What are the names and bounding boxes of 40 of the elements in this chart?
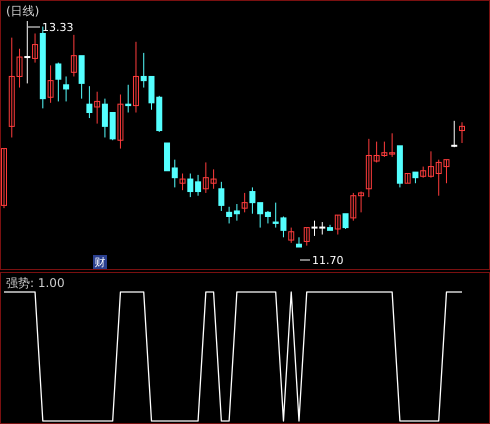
candlestick xyxy=(117,94,124,150)
candlestick xyxy=(172,159,178,188)
candlestick xyxy=(218,181,224,212)
candlestick xyxy=(234,204,240,222)
candlestick xyxy=(451,120,458,148)
chart-title: 强势: 1.00 xyxy=(6,276,65,290)
candlestick xyxy=(312,220,318,236)
candlestick xyxy=(48,64,54,104)
candlestick xyxy=(94,91,100,124)
candlestick xyxy=(32,32,38,64)
candlestick xyxy=(319,222,326,236)
candlestick xyxy=(264,210,271,224)
text: 11.70 xyxy=(312,254,344,267)
chart-title: (日线) xyxy=(6,4,40,18)
candlestick xyxy=(304,227,310,246)
candlestick xyxy=(180,173,186,191)
candlestick xyxy=(334,214,341,236)
candlestick xyxy=(288,227,294,244)
candlestick xyxy=(63,76,70,102)
candlestick xyxy=(242,192,248,213)
annotation: 13.33 xyxy=(42,21,74,34)
candlestick xyxy=(125,84,132,114)
candlestick xyxy=(55,62,62,102)
candlestick xyxy=(140,52,147,88)
candlestick xyxy=(1,148,7,209)
candlestick xyxy=(272,202,279,228)
candlestick xyxy=(412,172,418,184)
candlestick xyxy=(86,86,92,119)
candlestick xyxy=(132,41,139,114)
text: 财 xyxy=(94,256,106,269)
candlestick xyxy=(24,20,30,84)
candlestick xyxy=(459,122,465,144)
candlestick xyxy=(443,159,450,184)
candlestick xyxy=(420,166,426,178)
candlestick xyxy=(342,213,349,230)
candlestick xyxy=(70,34,77,77)
candlestick xyxy=(280,216,286,238)
candlestick xyxy=(296,236,302,248)
candlestick xyxy=(404,173,411,184)
candlestick xyxy=(226,206,232,224)
